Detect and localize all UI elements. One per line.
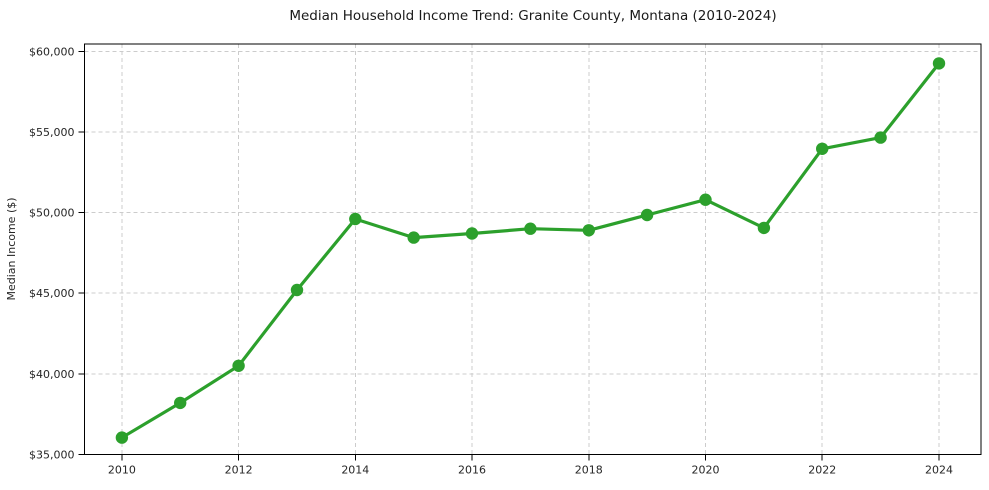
data-point <box>699 193 712 206</box>
data-point <box>874 131 887 144</box>
data-point <box>407 231 420 244</box>
x-tick-label: 2012 <box>225 464 253 477</box>
series-line <box>120 61 941 440</box>
x-tick-label: 2010 <box>108 464 136 477</box>
data-point <box>524 222 537 235</box>
data-point <box>640 208 654 222</box>
data-point <box>757 221 771 235</box>
x-tick-label: 2014 <box>341 464 369 477</box>
data-point <box>349 212 362 226</box>
data-point <box>582 224 595 237</box>
plot-border <box>84 43 982 455</box>
data-point <box>115 431 129 444</box>
x-tick-label: 2020 <box>692 464 720 477</box>
y-tick-label: $55,000 <box>29 126 75 139</box>
data-point <box>290 283 304 297</box>
y-tick-label: $35,000 <box>29 449 75 462</box>
chart-title: Median Household Income Trend: Granite C… <box>289 8 777 24</box>
y-axis-label: Median Income ($) <box>5 197 18 300</box>
x-tick-label: 2016 <box>458 464 486 477</box>
x-tick-label: 2024 <box>925 464 953 477</box>
plot-area: $35,000 $40,000 $45,000 $50,000 $55,000 $60,0… <box>29 43 982 477</box>
y-tick-label: $60,000 <box>29 45 75 58</box>
data-point <box>932 57 946 70</box>
data-point <box>174 396 187 410</box>
y-tick-label: $45,000 <box>29 287 75 300</box>
data-point <box>232 359 245 372</box>
y-tick-label: $40,000 <box>29 368 75 381</box>
y-tick-label: $50,000 <box>29 207 75 220</box>
x-tick-label: 2018 <box>575 464 603 477</box>
data-point <box>816 142 829 155</box>
data-point <box>465 227 479 240</box>
x-tick-label: 2022 <box>808 464 836 477</box>
